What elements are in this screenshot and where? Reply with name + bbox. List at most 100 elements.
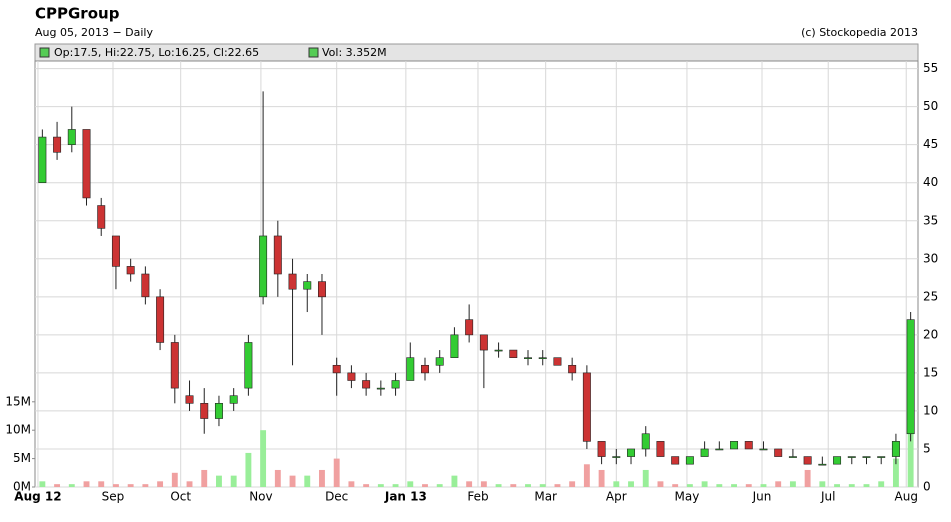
candle-body [671, 456, 680, 465]
volume-bar [274, 469, 281, 487]
volume-bar [745, 484, 752, 487]
candle-body [214, 403, 223, 419]
y2-tick-label: 10M [5, 423, 31, 437]
x-tick-label: Sep [102, 490, 125, 504]
volume-bar [171, 472, 178, 487]
candle-body [465, 319, 474, 336]
candle-body [332, 364, 341, 374]
volume-bar [39, 481, 46, 487]
chart-title: CPPGroup [35, 5, 120, 23]
candle-body [126, 266, 135, 275]
y-tick-label: 20 [923, 327, 938, 341]
y2-tick-label: 5M [13, 451, 31, 465]
y-tick-label: 25 [923, 289, 938, 303]
volume-bar [289, 475, 296, 487]
volume-bar [804, 469, 811, 487]
volume-bar [760, 484, 767, 487]
candle-body [730, 441, 739, 450]
volume-bar [422, 484, 428, 487]
volume-bar [510, 484, 517, 487]
candle-body [538, 357, 547, 359]
x-tick-label: May [675, 490, 700, 504]
candle-body [479, 334, 488, 351]
candle-body [391, 380, 400, 389]
volume-bar [319, 469, 325, 487]
candle-body [818, 463, 827, 466]
candle-body [67, 129, 76, 145]
y2-tick-label: 15M [5, 394, 31, 408]
candle-body [170, 342, 179, 389]
candle-body [229, 395, 238, 404]
candle-body [803, 456, 812, 465]
candle-body [273, 235, 282, 275]
x-tick-label: Oct [170, 490, 191, 504]
volume-bar [775, 481, 782, 487]
candle-body [656, 441, 665, 457]
volume-bar [716, 484, 723, 487]
candle-body [317, 281, 326, 298]
volume-bar [569, 481, 576, 487]
candle-body [347, 372, 356, 381]
legend-swatch [308, 47, 319, 58]
candle-body [862, 456, 871, 458]
volume-bar [628, 481, 634, 487]
candle-body [847, 456, 856, 458]
volume-bar [642, 469, 649, 487]
volume-bar [377, 484, 384, 487]
volume-bar [98, 481, 105, 487]
legend-ohlc: Op:17.5, Hi:22.75, Lo:16.25, Cl:22.65 [54, 46, 259, 59]
candle-body [877, 456, 886, 458]
legend-volume: Vol: 3.352M [322, 46, 387, 59]
volume-bar [407, 481, 414, 487]
candle-body [53, 136, 62, 153]
x-tick-label: Dec [325, 490, 348, 504]
volume-bar [892, 458, 899, 487]
candle-body [524, 357, 532, 359]
volume-bar [495, 484, 502, 487]
candle-body [303, 281, 312, 290]
candle-body [376, 387, 385, 390]
candle-body [906, 319, 915, 435]
candle-body [406, 357, 415, 381]
volume-bar [216, 475, 222, 487]
volume-bar [834, 484, 841, 487]
volume-bar [539, 484, 546, 487]
candle-body [509, 349, 518, 358]
candle-body [891, 441, 900, 457]
volume-bar [613, 481, 620, 487]
volume-bar [878, 481, 885, 487]
x-tick-label: Jan 13 [384, 490, 427, 504]
y-tick-label: 10 [923, 403, 938, 417]
volume-bar [907, 430, 914, 487]
volume-bar [260, 430, 267, 487]
y-tick-label: 55 [923, 61, 938, 75]
volume-bar [525, 484, 531, 487]
y-tick-label: 45 [923, 137, 938, 151]
candle-body [362, 380, 371, 389]
volume-bar [245, 452, 252, 487]
candle-body [774, 448, 783, 457]
candle-body [38, 136, 47, 184]
candle-body [700, 448, 709, 457]
volume-bar [466, 481, 473, 487]
candle-body [568, 364, 577, 374]
volume-bar [112, 484, 119, 487]
candle-body [156, 296, 165, 343]
candle-body [435, 357, 444, 366]
volume-bar [819, 481, 826, 487]
volume-bar [83, 481, 90, 487]
volume-bar [731, 484, 737, 487]
x-tick-label: Nov [249, 490, 272, 504]
candle-body [82, 129, 91, 199]
candle-body [759, 448, 768, 451]
volume-bar [392, 484, 399, 487]
legend-swatch [39, 47, 50, 58]
candle-body [582, 372, 591, 442]
candle-body [494, 349, 503, 352]
y-tick-label: 40 [923, 175, 938, 189]
x-tick-label: Aug [895, 490, 918, 504]
volume-bar [436, 484, 443, 487]
volume-bar [127, 484, 134, 487]
candle-body [185, 395, 194, 404]
